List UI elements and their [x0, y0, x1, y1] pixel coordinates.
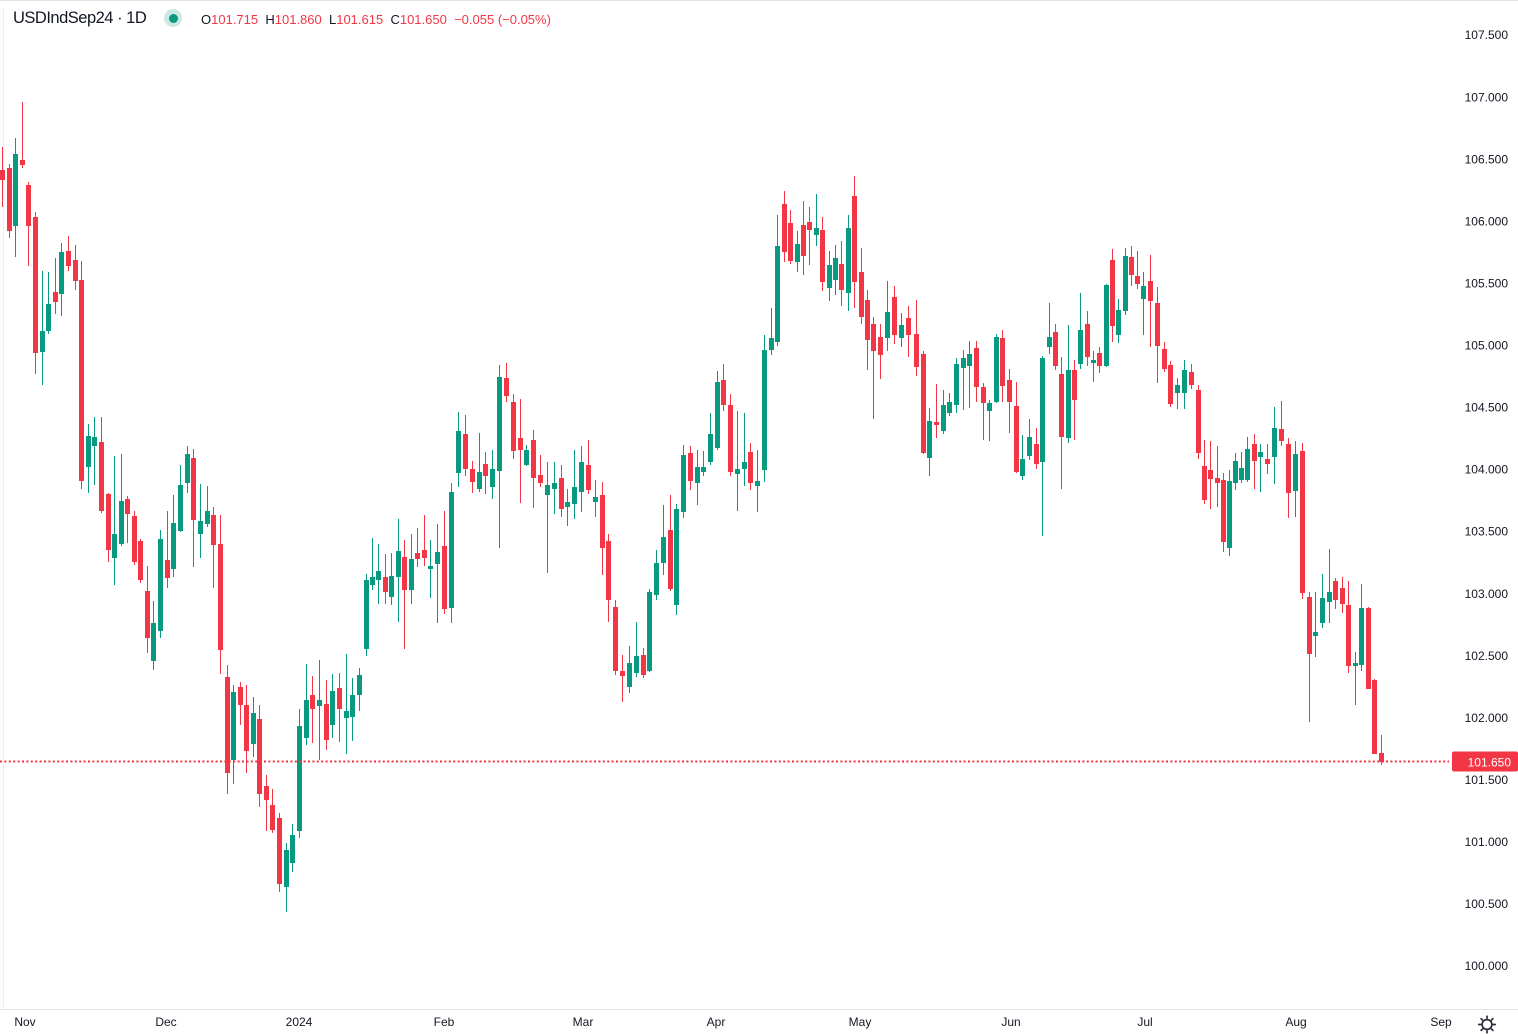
svg-text:Apr: Apr	[707, 1015, 726, 1029]
svg-text:Mar: Mar	[573, 1015, 594, 1029]
svg-text:102.500: 102.500	[1465, 649, 1509, 663]
svg-text:Dec: Dec	[155, 1015, 176, 1029]
svg-text:106.500: 106.500	[1465, 152, 1509, 166]
svg-text:May: May	[849, 1015, 872, 1029]
svg-text:Feb: Feb	[434, 1015, 455, 1029]
svg-text:Jul: Jul	[1137, 1015, 1152, 1029]
svg-text:101.650: 101.650	[1468, 756, 1512, 770]
svg-text:104.000: 104.000	[1465, 463, 1509, 477]
svg-text:107.500: 107.500	[1465, 28, 1509, 42]
svg-text:Sep: Sep	[1430, 1015, 1452, 1029]
svg-text:100.500: 100.500	[1465, 897, 1509, 911]
svg-text:Nov: Nov	[14, 1015, 35, 1029]
svg-text:102.000: 102.000	[1465, 711, 1509, 725]
svg-text:107.000: 107.000	[1465, 90, 1509, 104]
svg-text:100.000: 100.000	[1465, 959, 1509, 973]
svg-text:104.500: 104.500	[1465, 401, 1509, 415]
svg-text:Aug: Aug	[1285, 1015, 1306, 1029]
svg-text:105.500: 105.500	[1465, 277, 1509, 291]
svg-text:103.000: 103.000	[1465, 587, 1509, 601]
svg-text:101.000: 101.000	[1465, 835, 1509, 849]
svg-text:105.000: 105.000	[1465, 339, 1509, 353]
svg-text:101.500: 101.500	[1465, 773, 1509, 787]
svg-text:106.000: 106.000	[1465, 214, 1509, 228]
svg-text:2024: 2024	[286, 1015, 313, 1029]
svg-text:Jun: Jun	[1001, 1015, 1020, 1029]
svg-text:103.500: 103.500	[1465, 525, 1509, 539]
